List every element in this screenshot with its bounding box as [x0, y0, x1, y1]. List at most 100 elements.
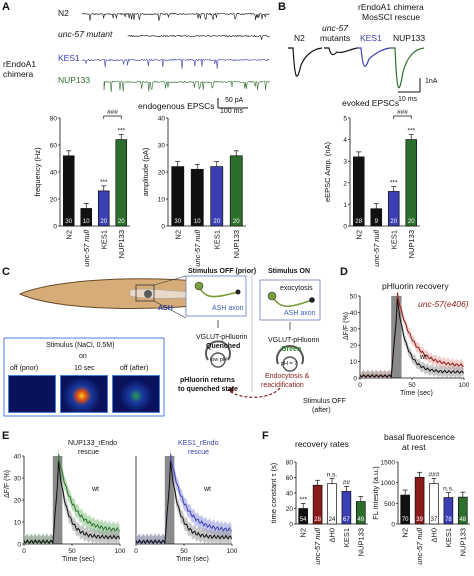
evoked-unc57 [324, 47, 359, 56]
y-tick-label: 0 [53, 224, 57, 231]
stim-nacl-label: Stimulus (NaCl, 0.5M) [46, 342, 115, 349]
e-xlabel-left: Time (sec) [62, 556, 95, 563]
category-label: ΔH0 [430, 528, 439, 543]
e-xlabel-right: Time (sec) [176, 556, 209, 563]
category-label: unc-57 null [313, 528, 322, 565]
y-axis-label: frequency (Hz) [33, 147, 42, 197]
y-tick-label: 30 [14, 476, 22, 483]
x-tick-label: 0 [358, 382, 362, 389]
micrograph-on [60, 375, 108, 413]
trace-kes1 [81, 58, 270, 69]
e-ylabel: ΔF/F (%) [4, 469, 11, 498]
quenched-label: Quenched [206, 343, 241, 350]
b-label-kes1: KES1 [360, 33, 382, 43]
b-label-mutants: mutants [320, 33, 351, 43]
category-label: NUP133 [117, 230, 126, 258]
ash-axon-label-1: ASH axon [212, 305, 244, 312]
x-tick-label: 50 [408, 382, 416, 389]
bracket-label: ### [107, 109, 118, 116]
off-after-label: off (after) [120, 365, 149, 372]
n-label: 10 [194, 219, 201, 225]
y-axis-label: amplitude (pA) [141, 147, 150, 196]
significance-label: *** [407, 128, 415, 135]
green-label: Green [281, 346, 302, 353]
y-tick-label: 80 [50, 116, 58, 123]
panel-label-f: F [262, 430, 269, 442]
endo-label-1: Endocytosis & [265, 373, 310, 380]
e-legend-right-1: KES1_rEndo [178, 440, 219, 447]
micrograph-off-prior [8, 375, 56, 413]
significance-label: *** [390, 179, 398, 186]
b-header-1: rEndoA1 chimera [358, 2, 424, 12]
y-tick-label: 40 [14, 454, 22, 461]
y-tick-label: 0 [289, 522, 293, 529]
bracket [393, 115, 412, 119]
y-tick-label: 0 [353, 376, 357, 383]
d-wt-label: wt [420, 354, 427, 361]
n-label: 20 [233, 219, 240, 225]
e-legend-left-2: rescue [78, 449, 100, 456]
category-label: KES1 [389, 230, 398, 249]
bar-chart-F-recovery: 0 20 40 60 80 time constant τ (s) 54 *** N2 28 unc… [269, 460, 368, 565]
category-label: N2 [64, 230, 73, 240]
b-label-unc57: unc-57 [322, 23, 348, 33]
y-tick-label: 30 [350, 326, 358, 333]
e-legend-left-1: NUP133_rEndo [68, 440, 118, 447]
bracket-label: ### [397, 109, 408, 116]
trace-label-unc57: unc-57 mutant [58, 29, 113, 39]
category-label: N2 [299, 528, 308, 538]
y-tick-label: 20 [50, 197, 58, 204]
y-tick-label: 2 [343, 180, 347, 187]
x-tick-label: 50 [180, 548, 188, 555]
y-tick-label: 80 [286, 460, 294, 467]
significance-label: *** [100, 179, 108, 186]
y-tick-label: 20 [350, 343, 358, 350]
d-ylabel: ΔF/F (%) [343, 311, 350, 340]
f-title-right-2: at rest [402, 442, 426, 452]
d-xlabel: Time (sec) [400, 390, 433, 397]
d-title: pHluorin recovery [382, 281, 449, 291]
category-label: NUP133 [356, 528, 365, 556]
category-label: unc-57 null [372, 230, 381, 267]
returns-label-2: to quenched state [178, 386, 238, 393]
y-tick-label: 40 [50, 170, 58, 177]
y-tick-label: 20 [14, 498, 22, 505]
endo-label-2: reacidification [261, 382, 304, 389]
b-label-nup133: NUP133 [393, 33, 426, 43]
zoom-box [135, 284, 155, 302]
category-label: NUP133 [458, 528, 467, 556]
y-tick-label: 40 [158, 116, 166, 123]
category-label: NUP133 [232, 230, 241, 258]
stim-off-prior-label: Stimulus OFF (prior) [188, 268, 257, 275]
f-title-left: recovery rates [295, 439, 349, 449]
y-tick-label: 10 [158, 197, 166, 204]
y-axis-label: FL intesity (a.u.) [371, 466, 380, 520]
y-tick-label: 60 [286, 475, 294, 482]
evoked-epsc-title: evoked EPSCs [342, 98, 400, 108]
y-tick-label: 1 [343, 202, 347, 209]
evoked-nup133 [390, 47, 425, 89]
category-label: unc-57 null [415, 528, 424, 565]
panel-label-e: E [2, 430, 10, 442]
evoked-kes1 [356, 47, 391, 67]
n-label: 20 [408, 219, 415, 225]
stimulus-bar [391, 296, 402, 378]
series-line [23, 461, 121, 545]
y-tick-label: 4 [343, 137, 347, 144]
category-label: KES1 [212, 230, 221, 249]
line-chart-E-NUP133: 0 50 100 0 10 20 30 40 [14, 447, 126, 555]
y-tick-label: 40 [286, 491, 294, 498]
ash-axon-label-2: ASH axon [284, 310, 316, 317]
chimera-label-1: rEndoA1 [3, 59, 37, 69]
n-label: 37 [431, 517, 438, 523]
n-label: 39 [416, 517, 423, 523]
n-label: 20 [118, 219, 125, 225]
e-wt-left: wt [92, 486, 99, 493]
n-label: 24 [329, 517, 336, 523]
significance-label: *** [299, 497, 307, 504]
n-label: 54 [300, 517, 307, 523]
trace-n2 [81, 12, 270, 21]
